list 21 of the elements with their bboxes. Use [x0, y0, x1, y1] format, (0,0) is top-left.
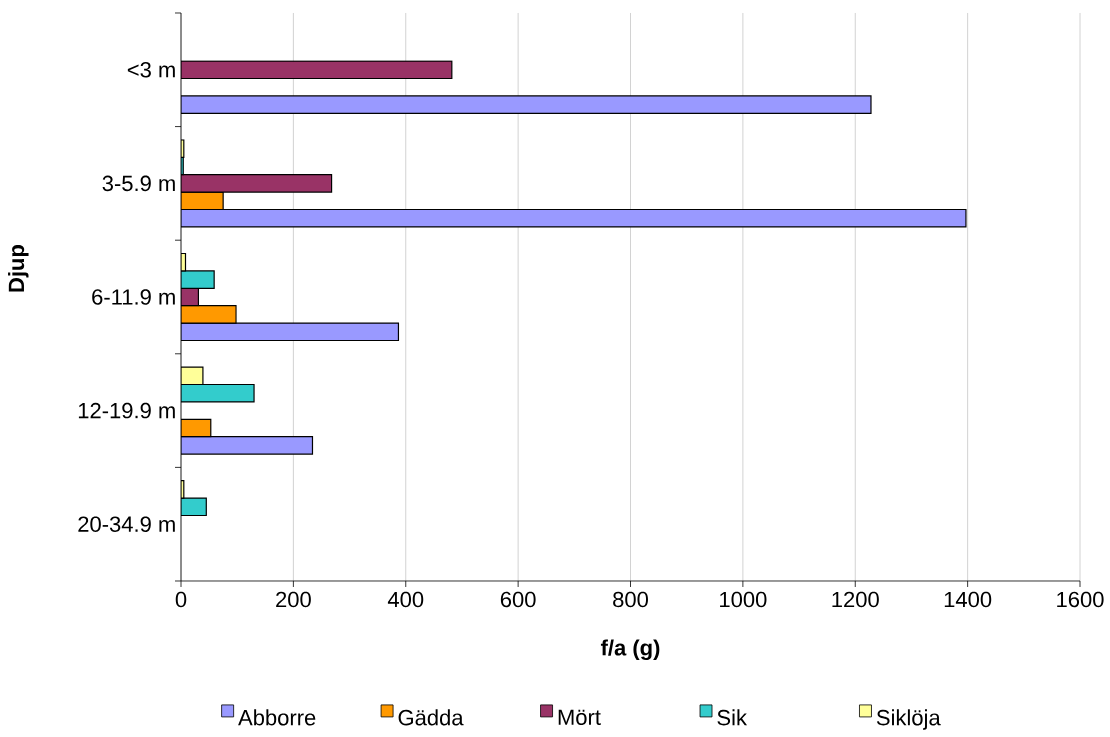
legend-label: Mört: [558, 709, 601, 726]
legend-label: Siklöja: [876, 709, 941, 730]
y-tick-label: 12-19.9 m: [78, 402, 175, 419]
legend-label: Abborre: [238, 709, 316, 726]
y-tick-label: <3 m: [127, 62, 175, 78]
x-tick-label: 1000: [720, 591, 767, 608]
x-tick-label: 200: [276, 591, 311, 608]
x-tick-label: 1600: [1057, 591, 1104, 608]
y-axis-title: Djup: [8, 245, 29, 292]
legend-label: Sik: [717, 709, 748, 726]
y-tick-label: 6-11.9 m: [92, 289, 175, 305]
x-tick-label: 400: [387, 591, 424, 608]
x-tick-label: 0: [175, 591, 187, 608]
x-tick-label: 1400: [944, 591, 992, 608]
x-axis-title: f/a (g): [600, 639, 660, 661]
x-tick-label: 800: [613, 591, 648, 608]
x-tick-label: 1200: [832, 591, 879, 608]
x-tick-label: 600: [500, 591, 536, 608]
y-tick-label: 3-5.9 m: [102, 175, 175, 192]
legend-label: Gädda: [398, 709, 464, 726]
y-tick-label: 20-34.9 m: [78, 516, 175, 532]
